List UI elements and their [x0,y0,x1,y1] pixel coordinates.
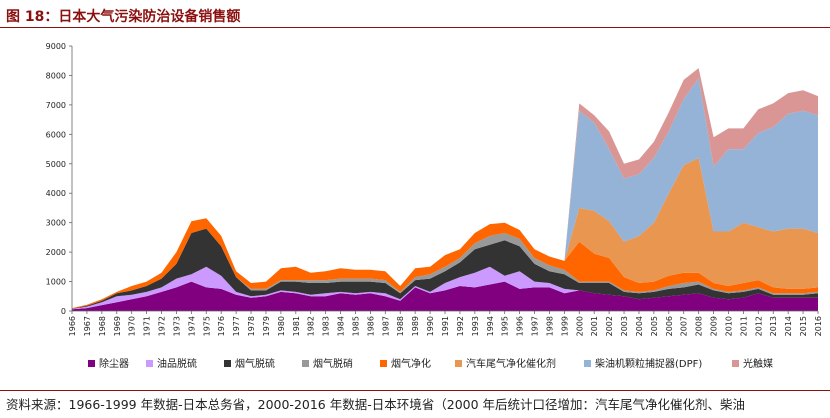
legend-swatch [224,360,231,367]
x-tick-label: 1996 [516,316,525,336]
x-tick-label: 1975 [202,316,211,336]
y-tick-label: 7000 [46,101,66,110]
x-tick-label: 2002 [605,316,614,336]
x-axis: 1966 1967 1968 1969 1970 1971 1972 1973 1974 1975… [68,310,823,336]
legend-label: 光触媒 [743,357,773,370]
area-series-2 [72,228,818,309]
legend-label: 柴油机颗粒捕捉器(DPF) [595,357,702,370]
x-tick-label: 1976 [217,316,226,336]
area-series-5 [72,157,818,309]
legend-swatch [146,360,153,367]
x-tick-label: 1993 [471,316,480,336]
legend-swatch [88,360,95,367]
y-tick-label: 4000 [46,189,66,198]
x-tick-label: 2004 [635,316,644,336]
legend-label: 汽车尾气净化催化剂 [466,357,556,370]
legend-label: 烟气脱硫 [235,357,275,370]
x-tick-label: 2012 [754,316,763,336]
x-tick-label: 1980 [277,316,286,336]
x-tick-label: 1969 [113,316,122,336]
y-tick-label: 6000 [46,130,66,139]
x-tick-label: 1991 [441,316,450,336]
x-tick-label: 2008 [695,316,704,336]
x-tick-label: 2015 [799,316,808,336]
x-tick-label: 2013 [769,316,778,336]
x-tick-label: 1983 [322,316,331,336]
area-layers [72,68,818,311]
source-note: 资料来源：1966-1999 年数据-日本总务省，2000-2016 年数据-日… [6,397,746,412]
x-tick-label: 1992 [456,316,465,336]
x-tick-label: 1967 [83,316,92,336]
y-tick-label: 1000 [46,278,66,287]
x-tick-label: 2003 [620,316,629,336]
legend: 除尘器 油品脱硫 烟气脱硫 烟气脱硝 烟气净化 汽车尾气净化催化剂 柴油机颗粒捕捉器(DPF… [88,357,773,370]
x-tick-label: 2005 [650,316,659,336]
legend-swatch [380,360,387,367]
x-tick-label: 1990 [426,316,435,336]
legend-label: 油品脱硫 [157,357,197,370]
x-tick-label: 1987 [381,316,390,336]
x-tick-label: 1970 [128,316,137,336]
x-tick-label: 2006 [665,316,674,336]
x-tick-label: 2011 [739,316,748,336]
x-tick-label: 1986 [366,316,375,336]
x-tick-label: 2009 [710,316,719,336]
area-series-3 [72,228,818,309]
x-tick-label: 1995 [501,316,510,336]
title-divider [0,27,830,28]
legend-label: 烟气净化 [391,357,431,370]
x-tick-label: 1989 [411,316,420,336]
x-tick-label: 1988 [396,316,405,336]
x-tick-label: 1981 [292,316,301,336]
x-tick-label: 1979 [262,316,271,336]
area-series-0 [72,281,818,311]
x-tick-label: 1978 [247,316,256,336]
x-tick-label: 2010 [724,316,733,336]
y-tick-label: 3000 [46,219,66,228]
x-tick-label: 2000 [575,316,584,336]
x-tick-label: 1972 [158,316,167,336]
legend-label: 除尘器 [99,357,129,370]
x-tick-label: 1998 [545,316,554,336]
y-tick-label: 0 [61,307,66,316]
x-tick-label: 1984 [337,316,346,336]
y-axis: 0 1000 2000 3000 4000 5000 6000 7000 8000 9000 [46,42,73,316]
x-tick-label: 1973 [172,316,181,336]
legend-label: 烟气脱硝 [313,357,353,370]
y-tick-label: 5000 [46,160,66,169]
x-tick-label: 2007 [680,316,689,336]
page-title: 图 18：日本大气污染防治设备销售额 [6,9,241,25]
x-tick-label: 1974 [187,316,196,336]
area-series-4 [72,218,818,309]
area-series-1 [72,266,818,310]
x-tick-label: 1971 [143,316,152,336]
x-tick-label: 1977 [232,316,241,336]
y-tick-label: 9000 [46,42,66,51]
x-tick-label: 2001 [590,316,599,336]
x-tick-label: 1968 [98,316,107,336]
source-divider [0,390,830,391]
x-tick-label: 1966 [68,316,77,336]
legend-swatch [302,360,309,367]
y-tick-label: 2000 [46,248,66,257]
x-tick-label: 1994 [486,316,495,336]
y-tick-label: 8000 [46,71,66,80]
x-tick-label: 1982 [307,316,316,336]
stacked-area-chart: 0 1000 2000 3000 4000 5000 6000 7000 8000 9000 19… [46,42,823,370]
legend-swatch [455,360,462,367]
x-tick-label: 1999 [560,316,569,336]
x-tick-label: 1985 [351,316,360,336]
legend-swatch [584,360,591,367]
x-tick-label: 1997 [531,316,540,336]
x-tick-label: 2014 [784,316,793,336]
legend-swatch [732,360,739,367]
x-tick-label: 2016 [814,316,823,336]
